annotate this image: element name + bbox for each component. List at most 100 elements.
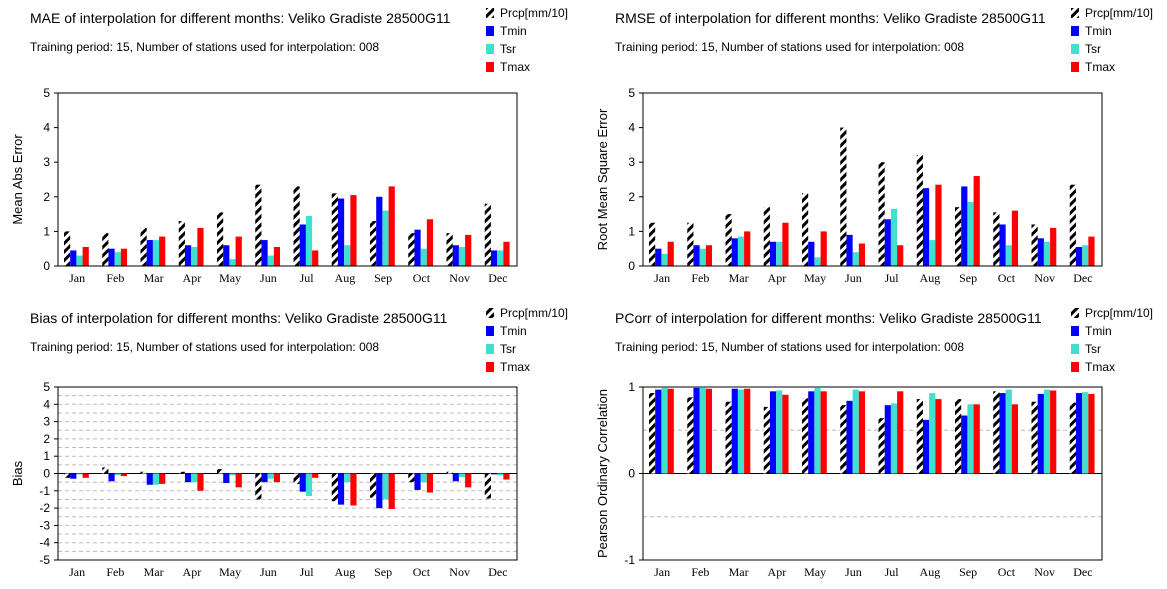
bar-may-series-1: [802, 193, 809, 266]
chart-title: PCorr of interpolation for different mon…: [615, 310, 1042, 326]
bar-dec-series-4: [503, 473, 510, 480]
bar-mar-series-1: [140, 471, 147, 474]
bar-jun-series-1: [840, 127, 847, 266]
legend-swatch-3: [1071, 344, 1079, 354]
bar-sep-series-4: [973, 176, 980, 266]
x-tick-label: Aug: [335, 565, 356, 579]
legend-swatch-4: [486, 62, 494, 72]
bar-mar-series-2: [731, 388, 738, 474]
bar-jun-series-3: [267, 255, 274, 266]
bar-jan-series-2: [70, 250, 77, 266]
x-tick-label: Jul: [885, 565, 900, 579]
bar-apr-series-4: [782, 222, 789, 266]
bar-nov-series-3: [1043, 241, 1051, 266]
y-tick-label: 1: [628, 224, 635, 238]
bar-aug-series-3: [929, 393, 936, 474]
bar-jun-series-4: [273, 246, 281, 266]
legend-swatch-1: [486, 8, 494, 18]
bar-jun-series-4: [858, 243, 866, 266]
bar-feb-series-1: [687, 222, 694, 266]
plot-frame: [57, 386, 518, 561]
x-tick-label: Nov: [449, 271, 470, 285]
bar-feb-series-1: [102, 467, 109, 474]
x-tick-label: Oct: [998, 565, 1016, 579]
chart-subtitle: Training period: 15, Number of stations …: [615, 40, 964, 54]
bar-apr-series-4: [197, 227, 204, 266]
legend-swatch-4: [1071, 362, 1079, 372]
bar-aug-series-4: [935, 184, 942, 266]
legend-label: Tmin: [500, 324, 527, 338]
bar-aug-series-1: [916, 399, 923, 474]
bar-jan-series-3: [76, 255, 83, 266]
bar-nov-series-1: [446, 471, 453, 474]
bar-dec-series-3: [497, 473, 504, 476]
bar-may-series-1: [217, 212, 224, 266]
legend-label: Tsr: [1085, 42, 1101, 56]
bar-nov-series-3: [458, 246, 466, 266]
bar-nov-series-4: [1050, 227, 1057, 266]
bar-aug-series-2: [337, 198, 345, 266]
bar-jul-series-2: [299, 224, 306, 266]
bar-nov-series-4: [465, 234, 472, 266]
x-tick-label: Dec: [488, 565, 507, 579]
chart-subtitle: Training period: 15, Number of stations …: [615, 340, 964, 354]
bar-may-series-2: [808, 391, 815, 474]
x-tick-label: May: [804, 565, 826, 579]
x-tick-label: Jul: [885, 271, 900, 285]
chart-title: Bias of interpolation for different mont…: [30, 310, 448, 326]
bar-dec-series-1: [1069, 402, 1076, 474]
y-tick-label: 1: [43, 224, 50, 238]
bar-aug-series-1: [331, 193, 338, 266]
bar-sep-series-1: [955, 207, 962, 266]
bar-oct-series-3: [1005, 389, 1012, 474]
bar-nov-series-2: [452, 473, 459, 482]
x-tick-label: Aug: [920, 565, 941, 579]
bar-jun-series-3: [852, 252, 859, 266]
bar-aug-series-4: [350, 195, 357, 266]
bar-apr-series-4: [197, 473, 204, 491]
bar-jun-series-1: [255, 184, 262, 266]
x-tick-label: Oct: [413, 271, 431, 285]
x-tick-label: Dec: [488, 271, 507, 285]
bar-jul-series-1: [293, 473, 300, 484]
x-tick-label: Jun: [845, 565, 862, 579]
bar-may-series-2: [808, 241, 815, 266]
bar-feb-series-4: [120, 248, 128, 266]
bar-jul-series-2: [884, 219, 891, 266]
bar-nov-series-2: [452, 245, 459, 266]
x-tick-label: Oct: [998, 271, 1016, 285]
y-tick-label: 1: [43, 449, 50, 463]
x-tick-label: Apr: [183, 565, 202, 579]
legend-label: Tsr: [500, 342, 516, 356]
bar-dec-series-3: [1082, 245, 1089, 266]
bar-mar-series-2: [146, 240, 153, 266]
bar-sep-series-2: [376, 196, 383, 266]
bar-sep-series-2: [961, 415, 968, 474]
legend-swatch-2: [1071, 326, 1079, 336]
bar-oct-series-3: [420, 248, 427, 266]
y-tick-label: 0: [43, 467, 50, 481]
legend-label: Prcp[mm/10]: [1085, 6, 1153, 20]
bar-feb-series-1: [102, 233, 109, 266]
x-tick-label: Mar: [729, 271, 749, 285]
bar-apr-series-1: [763, 207, 770, 266]
bar-mar-series-3: [737, 389, 745, 474]
bar-feb-series-3: [114, 473, 121, 476]
bar-oct-series-3: [1005, 245, 1012, 266]
bar-oct-series-4: [1011, 210, 1019, 266]
legend-label: Tmax: [500, 60, 530, 74]
bar-nov-series-4: [1050, 390, 1057, 474]
bar-dec-series-3: [497, 250, 504, 266]
bar-may-series-1: [217, 469, 224, 474]
bar-jan-series-2: [70, 473, 77, 479]
bar-sep-series-1: [370, 473, 377, 498]
x-tick-label: Sep: [959, 565, 977, 579]
legend-label: Tmax: [500, 360, 530, 374]
bar-feb-series-1: [687, 397, 694, 474]
x-tick-label: Apr: [183, 271, 202, 285]
bar-feb-series-2: [108, 473, 115, 482]
bar-nov-series-2: [1037, 238, 1044, 266]
bar-oct-series-1: [408, 473, 415, 483]
x-tick-label: Nov: [1034, 271, 1055, 285]
bar-jan-series-1: [64, 473, 71, 478]
